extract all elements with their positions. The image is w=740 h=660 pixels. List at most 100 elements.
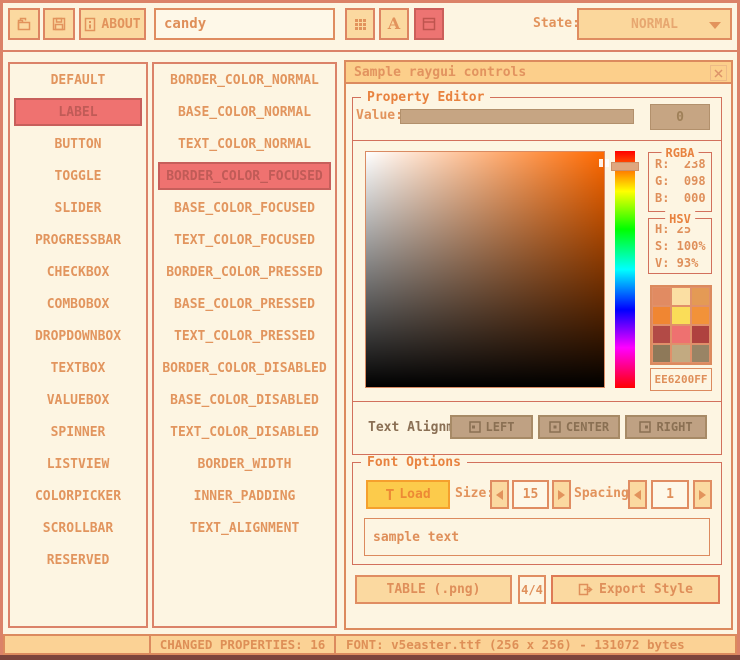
control-list-item[interactable]: COLORPICKER — [34, 488, 122, 504]
color-swatch[interactable] — [672, 326, 690, 343]
load-font-label: Load — [399, 487, 431, 502]
property-list-item[interactable]: TEXT_COLOR_PRESSED — [174, 328, 315, 344]
chevron-down-icon — [709, 22, 721, 29]
property-list-item[interactable]: BASE_COLOR_FOCUSED — [174, 200, 315, 216]
load-font-button[interactable]: T Load — [366, 480, 450, 509]
arrow-left-icon — [496, 489, 503, 500]
open-file-button[interactable] — [8, 8, 40, 40]
grid-icon — [354, 18, 367, 31]
size-value-box[interactable]: 15 — [512, 480, 549, 509]
save-icon — [50, 15, 68, 33]
state-dropdown[interactable]: NORMAL — [577, 8, 732, 40]
color-swatch[interactable] — [653, 288, 671, 305]
export-style-button[interactable]: Export Style — [551, 575, 720, 604]
control-list-item[interactable]: LABEL — [14, 98, 142, 126]
hue-slider-bar[interactable] — [615, 151, 635, 388]
control-list-item[interactable]: SCROLLBAR — [42, 520, 114, 536]
color-swatch[interactable] — [672, 345, 690, 362]
align-right-label: RIGHT — [656, 420, 693, 434]
size-decrease-button[interactable] — [490, 480, 509, 509]
spacing-value-box[interactable]: 1 — [651, 480, 689, 509]
property-list-item[interactable]: INNER_PADDING — [193, 488, 296, 504]
property-editor-groupbox: Property Editor — [352, 90, 722, 455]
table-export-button[interactable]: TABLE (.png) — [355, 575, 512, 604]
color-swatch[interactable] — [653, 307, 671, 324]
close-button[interactable] — [710, 65, 727, 81]
property-list-item[interactable]: TEXT_COLOR_NORMAL — [177, 136, 312, 152]
hue-slider-handle[interactable] — [611, 162, 639, 171]
font-options-title: Font Options — [361, 455, 467, 471]
status-font-info: FONT: v5easter.ttf (256 x 256) - 131072 … — [334, 634, 737, 655]
window-titlebar[interactable]: Sample raygui controls — [346, 62, 731, 84]
control-list-item[interactable]: CHECKBOX — [46, 264, 110, 280]
hsv-s-value: S: 100% — [655, 239, 706, 253]
about-button[interactable]: ABOUT — [79, 8, 146, 40]
control-list-item[interactable]: SLIDER — [54, 200, 102, 216]
color-swatch[interactable] — [653, 345, 671, 362]
control-list-item[interactable]: LISTVIEW — [46, 456, 110, 472]
arrow-left-icon — [634, 489, 641, 500]
property-list-item[interactable]: BORDER_WIDTH — [197, 456, 292, 472]
align-center-button[interactable]: CENTER — [538, 415, 620, 439]
status-cell-empty — [3, 634, 151, 655]
control-list-item[interactable]: COMBOBOX — [46, 296, 110, 312]
control-list-item[interactable]: VALUEBOX — [46, 392, 110, 408]
font-mode-button[interactable]: A — [379, 8, 409, 40]
property-list-item[interactable]: BORDER_COLOR_NORMAL — [170, 72, 319, 88]
property-editor-title: Property Editor — [361, 90, 491, 106]
property-list-item[interactable]: BORDER_COLOR_PRESSED — [166, 264, 323, 280]
font-options-groupbox: Font Options — [352, 455, 722, 565]
value-box[interactable]: 0 — [650, 104, 710, 130]
hex-value-box[interactable]: EE6200FF — [650, 368, 712, 391]
spacing-decrease-button[interactable] — [628, 480, 647, 509]
control-list-item[interactable]: BUTTON — [54, 136, 102, 152]
rgba-title: RGBA — [661, 145, 699, 161]
property-list-item[interactable]: BASE_COLOR_PRESSED — [174, 296, 315, 312]
window-icon — [420, 16, 438, 32]
style-name-input[interactable] — [154, 8, 335, 40]
control-list-item[interactable]: DEFAULT — [50, 72, 106, 88]
control-list-item[interactable]: DROPDOWNBOX — [34, 328, 122, 344]
color-swatch[interactable] — [691, 288, 709, 305]
property-list-item[interactable]: TEXT_COLOR_DISABLED — [170, 424, 319, 440]
control-list-item[interactable]: PROGRESSBAR — [34, 232, 122, 248]
grid-mode-button[interactable] — [345, 8, 375, 40]
color-swatch[interactable] — [672, 307, 690, 324]
color-swatch[interactable] — [691, 307, 709, 324]
size-increase-button[interactable] — [552, 480, 571, 509]
control-list-item[interactable]: TEXTBOX — [50, 360, 106, 376]
align-left-icon — [468, 421, 481, 433]
value-slider[interactable] — [400, 109, 634, 124]
folder-icon — [15, 15, 33, 33]
spacing-increase-button[interactable] — [693, 480, 712, 509]
control-list-item[interactable]: TOGGLE — [54, 168, 102, 184]
align-center-icon — [549, 421, 561, 433]
export-style-label: Export Style — [599, 582, 693, 597]
property-list-item[interactable]: BASE_COLOR_DISABLED — [170, 392, 319, 408]
sample-text-box[interactable]: sample text — [364, 518, 710, 556]
control-list-item[interactable]: SPINNER — [50, 424, 106, 440]
color-gradient-panel[interactable] — [365, 151, 605, 388]
property-list-item[interactable]: BASE_COLOR_NORMAL — [177, 104, 312, 120]
controls-listview: DEFAULT LABEL BUTTON TOGGLE SLIDER PROGRESSBA… — [8, 62, 148, 628]
align-right-icon — [639, 421, 652, 433]
color-swatch[interactable] — [691, 345, 709, 362]
align-left-button[interactable]: LEFT — [450, 415, 533, 439]
table-pages-value[interactable]: 4/4 — [518, 575, 546, 604]
save-file-button[interactable] — [43, 8, 75, 40]
align-right-button[interactable]: RIGHT — [625, 415, 707, 439]
control-list-item[interactable]: RESERVED — [46, 552, 110, 568]
hsv-v-value: V: 93% — [655, 256, 699, 270]
property-list-item[interactable]: TEXT_ALIGNMENT — [189, 520, 300, 536]
rgba-groupbox: RGBA R: 238 G: 098 B: 000 — [648, 145, 712, 212]
color-swatch[interactable] — [653, 326, 671, 343]
property-list-item[interactable]: BORDER_COLOR_DISABLED — [162, 360, 327, 376]
property-list-item[interactable]: BORDER_COLOR_FOCUSED — [158, 162, 331, 190]
info-icon — [84, 17, 96, 32]
properties-listview: BORDER_COLOR_NORMAL BASE_COLOR_NORMAL TEXT… — [152, 62, 337, 628]
property-list-item[interactable]: TEXT_COLOR_FOCUSED — [174, 232, 315, 248]
window-mode-button[interactable] — [414, 8, 444, 40]
color-swatch[interactable] — [672, 288, 690, 305]
hsv-groupbox: HSV H: 25 S: 100% V: 93% — [648, 211, 712, 274]
color-swatch[interactable] — [691, 326, 709, 343]
